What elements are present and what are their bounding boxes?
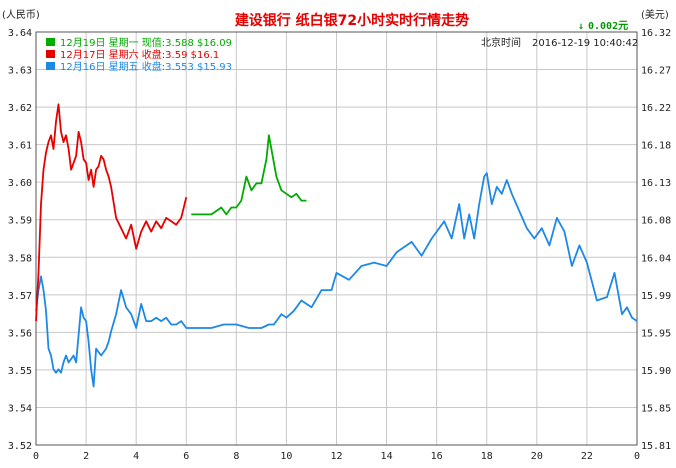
y-right-tick-label: 16.04	[641, 253, 671, 264]
x-tick-label: 0	[33, 451, 39, 462]
y-left-tick-label: 3.62	[8, 103, 32, 114]
chart-title: 建设银行 纸白银72小时实时行情走势	[235, 12, 469, 29]
legend-entry: 12月16日 星期五 收盘:3.553 $15.93	[60, 60, 232, 73]
y-right-tick-label: 15.85	[641, 403, 671, 414]
y-left-tick-label: 3.64	[8, 28, 32, 39]
x-tick-label: 18	[481, 451, 493, 462]
right-unit-label: (美元)	[641, 8, 669, 21]
x-tick-label: 22	[581, 451, 593, 462]
series-line	[191, 134, 307, 216]
y-left-tick-label: 3.52	[8, 441, 32, 452]
series-line	[35, 172, 638, 388]
x-tick-label: 2	[83, 451, 89, 462]
y-left-tick-label: 3.61	[8, 141, 32, 152]
left-unit-label: (人民币)	[2, 9, 40, 21]
x-tick-label: 20	[531, 451, 543, 462]
y-right-tick-label: 16.32	[641, 28, 671, 39]
y-left-tick-label: 3.54	[8, 403, 32, 414]
x-tick-label: 10	[280, 451, 292, 462]
y-axis-left: 3.64 3.63 3.62 3.61 3.60 3.59 3.58 3.57 3.56 3.55…	[8, 28, 32, 452]
x-tick-label: 14	[381, 451, 393, 462]
y-right-tick-label: 16.27	[641, 66, 671, 77]
legend-swatch	[46, 50, 55, 58]
clock-value: 2016-12-19 10:40:42	[532, 38, 638, 49]
y-left-tick-label: 3.59	[8, 216, 32, 227]
y-right-tick-label: 16.08	[641, 216, 671, 227]
y-left-tick-label: 3.56	[8, 328, 32, 339]
x-tick-label: 6	[183, 451, 189, 462]
x-tick-label: 4	[133, 451, 139, 462]
y-right-tick-label: 15.99	[641, 291, 671, 302]
x-tick-label: 16	[431, 451, 443, 462]
change-indicator: ↓ 0.002元	[578, 20, 628, 32]
legend-swatch	[46, 38, 55, 46]
legend-entry: 12月19日 星期一 现值:3.588 $16.09	[60, 36, 232, 49]
y-axis-right: 16.32 16.27 16.22 16.18 16.13 16.08 16.04 15.99…	[641, 28, 671, 452]
y-right-tick-label: 16.13	[641, 178, 671, 189]
y-left-tick-label: 3.55	[8, 366, 32, 377]
x-tick-label: 0	[634, 451, 640, 462]
y-right-tick-label: 15.95	[641, 328, 671, 339]
plot-area	[35, 31, 638, 446]
x-tick-label: 8	[233, 451, 239, 462]
y-right-tick-label: 15.90	[641, 366, 671, 377]
legend-entry: 12月17日 星期六 收盘:3.59 $16.1	[60, 48, 219, 61]
y-left-tick-label: 3.57	[8, 291, 32, 302]
change-value: 0.002元	[588, 20, 628, 32]
y-right-tick-label: 16.22	[641, 103, 671, 114]
clock: 北京时间 2016-12-19 10:40:42	[481, 36, 638, 49]
y-left-tick-label: 3.63	[8, 66, 32, 77]
down-arrow-icon: ↓	[578, 21, 584, 32]
y-left-tick-label: 3.60	[8, 178, 32, 189]
clock-label: 北京时间	[481, 36, 521, 49]
y-left-tick-label: 3.58	[8, 253, 32, 264]
y-right-tick-label: 16.18	[641, 141, 671, 152]
legend-swatch	[46, 62, 55, 70]
y-right-tick-label: 15.81	[641, 441, 671, 452]
series-lines	[35, 103, 638, 388]
x-axis: 0 2 4 6 8 10 12 14 16 18 20 22 0	[33, 451, 640, 462]
gridlines	[36, 32, 637, 445]
x-tick-label: 12	[330, 451, 342, 462]
series-line	[35, 103, 188, 322]
